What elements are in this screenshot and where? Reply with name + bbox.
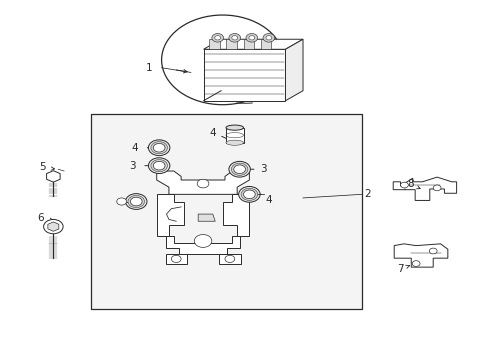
Circle shape bbox=[148, 158, 169, 174]
Text: 7: 7 bbox=[396, 264, 403, 274]
Circle shape bbox=[43, 220, 63, 234]
Circle shape bbox=[243, 190, 255, 199]
Text: 1: 1 bbox=[146, 63, 152, 73]
Bar bbox=[260, 39, 271, 49]
Circle shape bbox=[117, 198, 126, 205]
Circle shape bbox=[153, 143, 164, 152]
Circle shape bbox=[233, 165, 245, 174]
Text: 2: 2 bbox=[364, 189, 370, 199]
Ellipse shape bbox=[225, 125, 243, 130]
Circle shape bbox=[231, 36, 237, 40]
Text: 4: 4 bbox=[131, 143, 138, 153]
Circle shape bbox=[224, 255, 234, 262]
Circle shape bbox=[238, 186, 260, 202]
Circle shape bbox=[214, 36, 220, 40]
Text: 3: 3 bbox=[129, 161, 135, 171]
Bar bbox=[226, 39, 237, 49]
Circle shape bbox=[211, 33, 223, 42]
Bar bbox=[225, 128, 243, 143]
Circle shape bbox=[194, 234, 211, 247]
Polygon shape bbox=[219, 253, 240, 264]
Circle shape bbox=[263, 33, 274, 42]
Circle shape bbox=[432, 185, 440, 191]
Circle shape bbox=[400, 182, 407, 188]
Circle shape bbox=[125, 194, 147, 210]
Circle shape bbox=[428, 248, 436, 254]
Polygon shape bbox=[157, 194, 183, 235]
Bar bbox=[91, 114, 361, 309]
Circle shape bbox=[248, 36, 254, 40]
Ellipse shape bbox=[225, 140, 243, 145]
Polygon shape bbox=[203, 39, 303, 49]
Text: 6: 6 bbox=[37, 213, 44, 222]
Circle shape bbox=[231, 163, 247, 175]
Circle shape bbox=[153, 161, 164, 170]
Polygon shape bbox=[285, 39, 303, 101]
Polygon shape bbox=[198, 214, 215, 221]
Bar bbox=[243, 39, 254, 49]
Text: 4: 4 bbox=[209, 129, 216, 138]
Text: 5: 5 bbox=[39, 162, 46, 172]
Circle shape bbox=[228, 161, 250, 177]
Text: 3: 3 bbox=[259, 164, 266, 174]
Polygon shape bbox=[165, 253, 186, 264]
Circle shape bbox=[411, 261, 419, 266]
Polygon shape bbox=[46, 171, 60, 182]
Circle shape bbox=[151, 141, 167, 154]
Bar bbox=[203, 49, 285, 101]
Bar bbox=[209, 39, 220, 49]
Circle shape bbox=[148, 140, 169, 156]
Circle shape bbox=[161, 15, 283, 105]
Circle shape bbox=[241, 188, 257, 201]
Circle shape bbox=[130, 197, 142, 206]
Circle shape bbox=[245, 33, 257, 42]
Circle shape bbox=[228, 33, 240, 42]
Polygon shape bbox=[48, 222, 59, 231]
Polygon shape bbox=[393, 244, 447, 267]
Polygon shape bbox=[157, 171, 249, 194]
Polygon shape bbox=[166, 235, 239, 253]
Circle shape bbox=[197, 179, 208, 188]
Circle shape bbox=[151, 159, 167, 172]
Circle shape bbox=[265, 36, 271, 40]
Text: 4: 4 bbox=[265, 195, 272, 205]
Text: 8: 8 bbox=[406, 179, 413, 189]
Polygon shape bbox=[392, 177, 456, 201]
Circle shape bbox=[171, 255, 181, 262]
Polygon shape bbox=[222, 194, 249, 235]
Circle shape bbox=[128, 195, 144, 208]
